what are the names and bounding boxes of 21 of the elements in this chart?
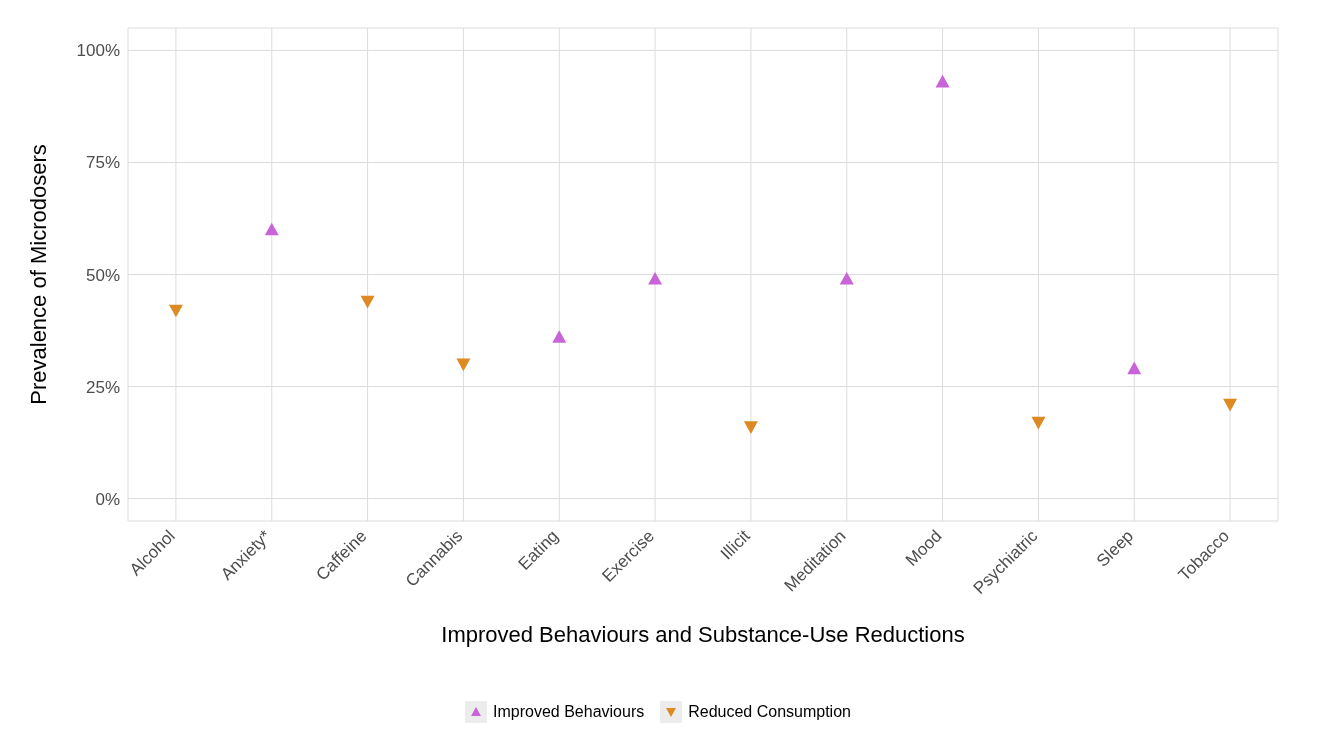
y-tick-label: 100%: [76, 41, 120, 61]
point: [168, 304, 183, 318]
point: [648, 271, 663, 285]
y-tick-label: 0%: [95, 489, 120, 509]
point: [1223, 398, 1238, 412]
point: [1127, 361, 1142, 375]
x-axis-title: Improved Behaviours and Substance-Use Reductions: [441, 621, 965, 647]
point: [1031, 416, 1046, 430]
y-axis-title: Prevalence of Microdosers: [25, 144, 51, 405]
point: [264, 222, 279, 236]
point: [743, 421, 758, 434]
legend-label: Improved Behaviours: [492, 702, 645, 722]
point: [935, 74, 950, 88]
point: [360, 295, 375, 309]
y-tick-label: 75%: [85, 153, 120, 173]
point: [456, 358, 471, 372]
legend-label: Reduced Consumption: [687, 702, 851, 722]
point: [552, 330, 567, 343]
point: [839, 271, 854, 285]
y-tick-label: 50%: [85, 265, 120, 285]
y-tick-label: 25%: [85, 377, 120, 397]
